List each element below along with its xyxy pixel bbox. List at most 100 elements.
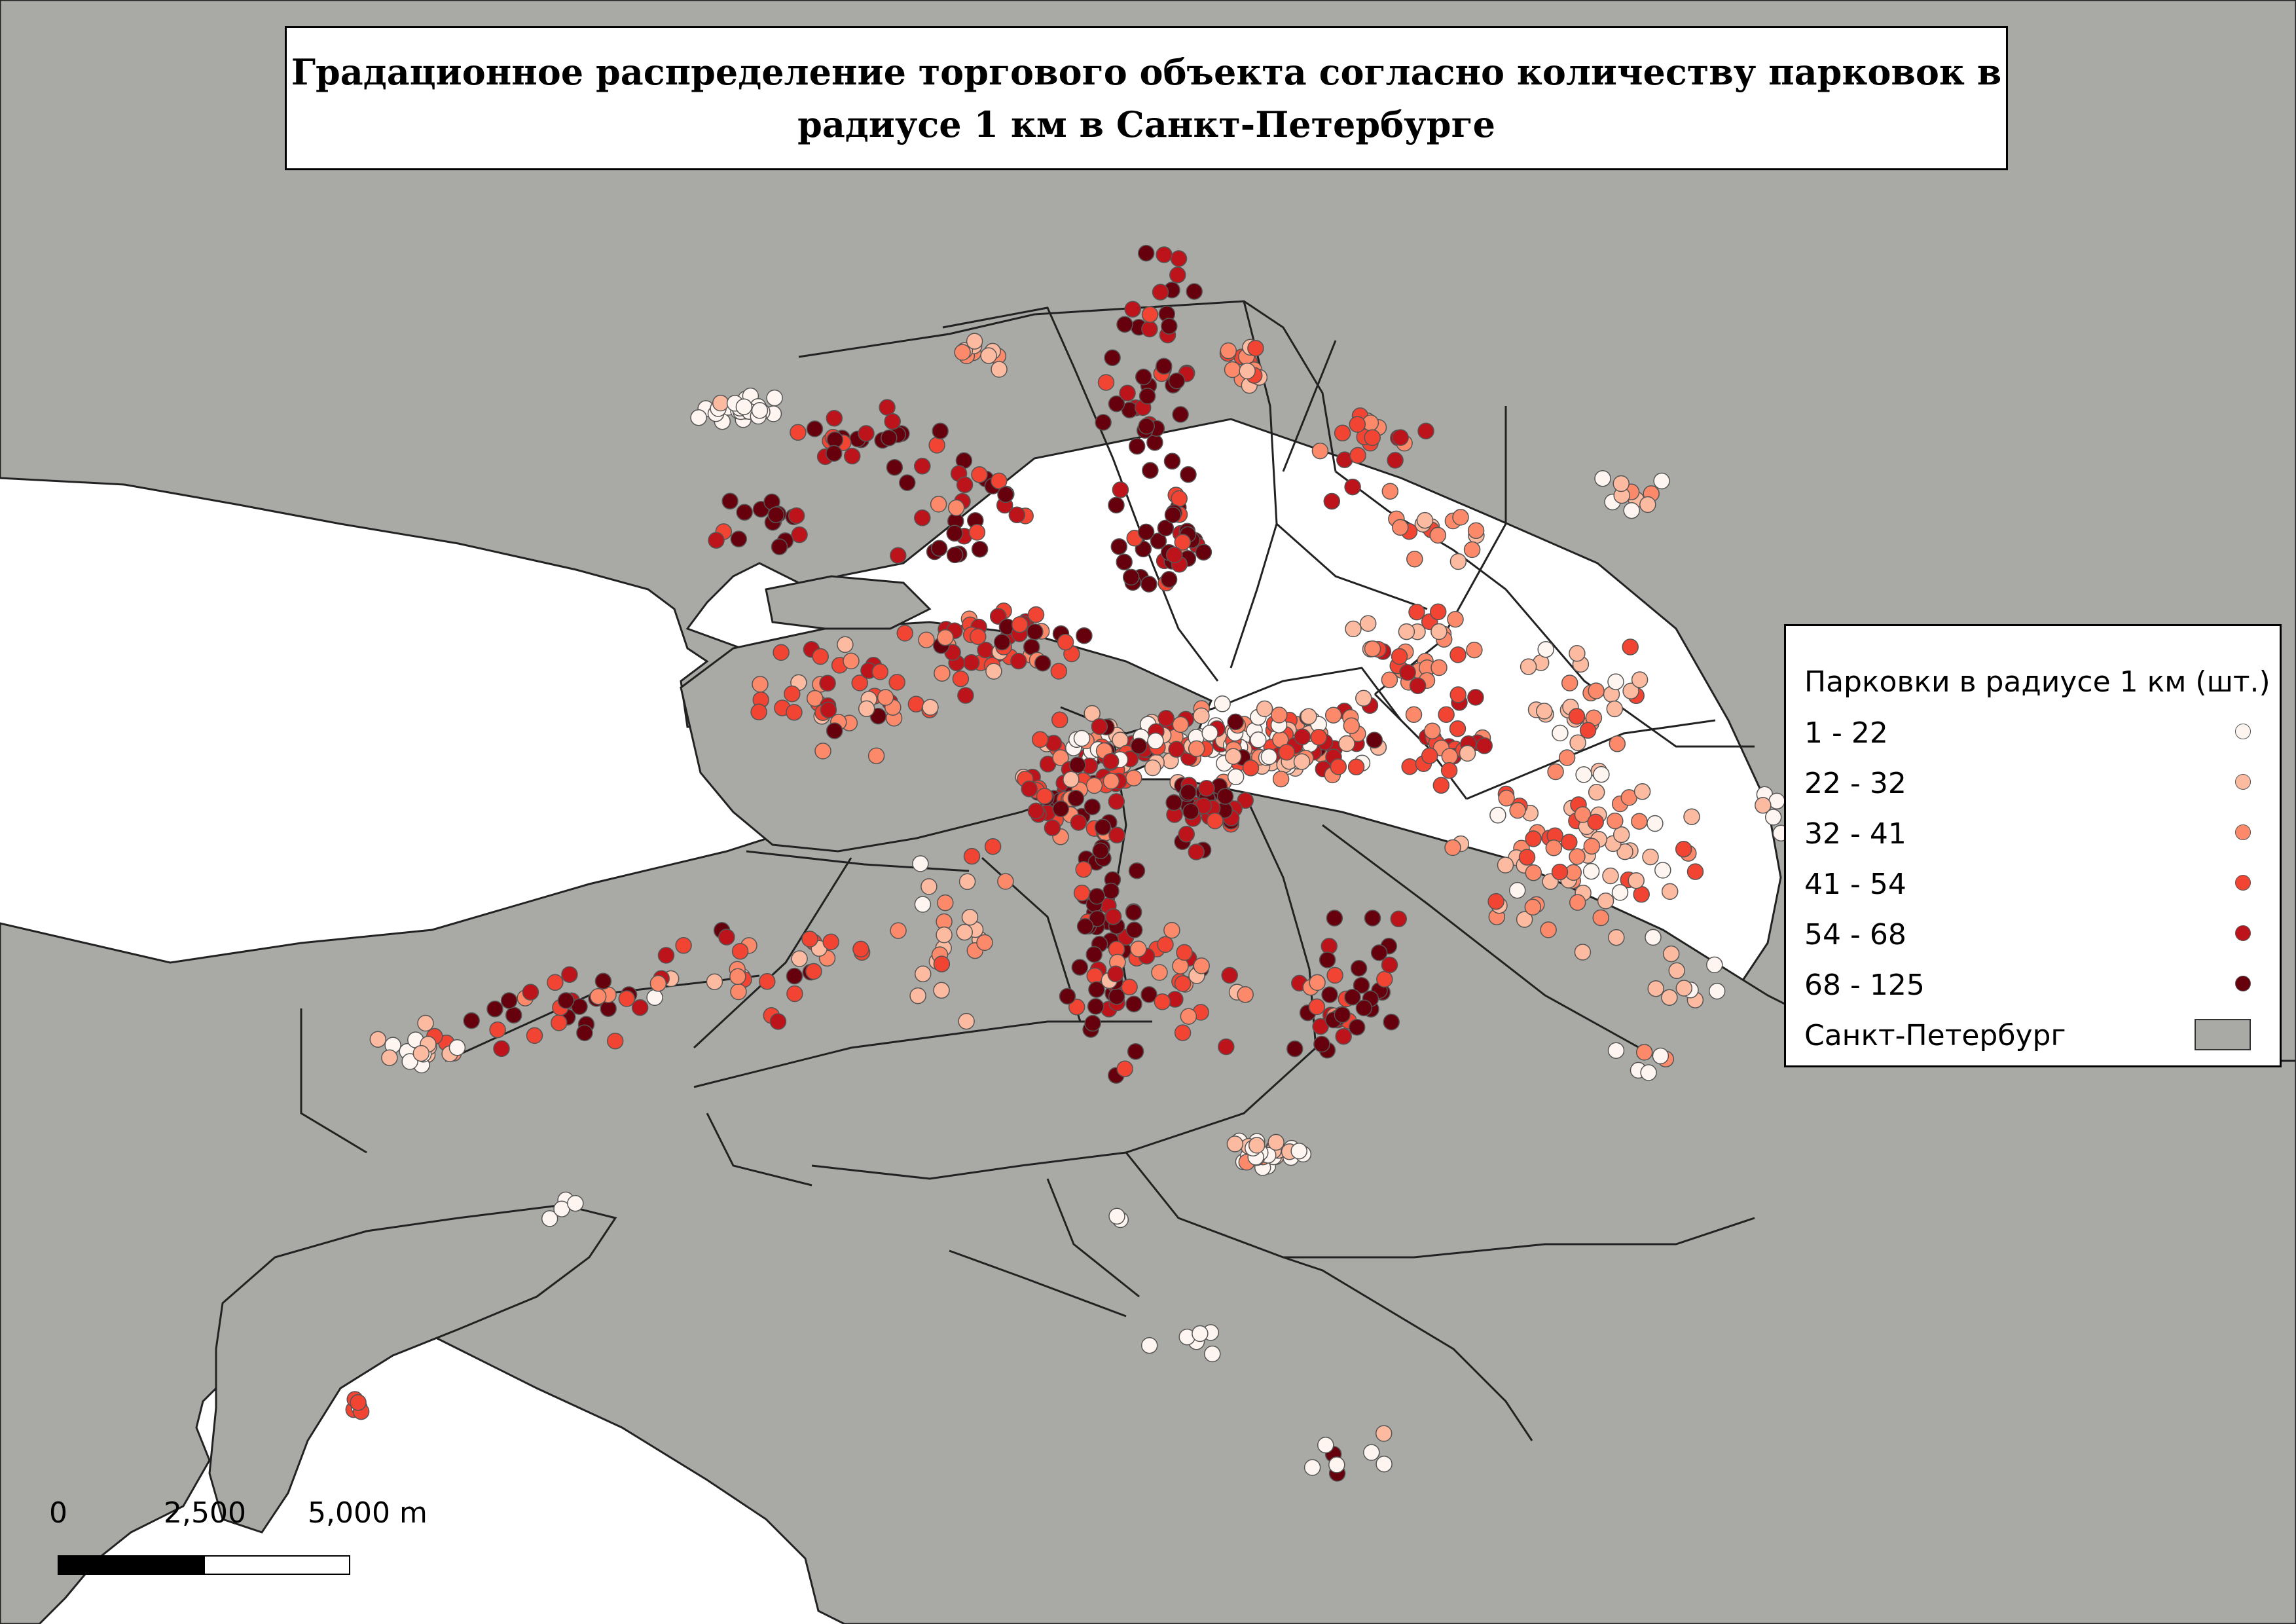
shop-point (412, 1044, 430, 1062)
shop-point (1459, 745, 1476, 762)
shop-point (914, 458, 931, 475)
shop-point (958, 1012, 975, 1030)
shop-point (1463, 541, 1481, 559)
shop-point (1021, 781, 1038, 798)
shop-point (1613, 826, 1630, 843)
shop-point (1089, 910, 1106, 927)
shop-point (1487, 893, 1504, 910)
shop-point (867, 747, 885, 764)
shop-point (1609, 735, 1626, 752)
shop-point (1227, 768, 1245, 786)
legend-row-class-1: 1 - 22 (1804, 711, 2263, 750)
shop-point (933, 982, 950, 999)
shop-point (806, 690, 824, 707)
shop-point (1392, 519, 1409, 536)
shop-point (932, 422, 949, 439)
shop-point (1140, 986, 1157, 1003)
shop-point (1214, 695, 1231, 712)
shop-point (1440, 762, 1458, 779)
shop-point (767, 506, 785, 523)
shop-point (930, 540, 948, 557)
shop-point (1108, 395, 1125, 413)
shop-point (735, 398, 753, 415)
shop-point (1256, 700, 1273, 718)
shop-point (561, 966, 578, 983)
shop-point (1568, 708, 1586, 725)
shop-point (1171, 490, 1188, 507)
shop-point (1391, 648, 1408, 665)
shop-point (729, 968, 746, 986)
shop-point (1294, 728, 1311, 745)
shop-point (1574, 944, 1592, 961)
scale-label-0: 0 (49, 1496, 67, 1530)
shop-point (879, 399, 896, 416)
shop-point (1551, 863, 1569, 881)
shop-point (1616, 843, 1633, 860)
shop-point (1108, 1208, 1125, 1225)
shop-point (1052, 749, 1069, 766)
shop-point (557, 992, 575, 1009)
shop-point (1165, 794, 1182, 811)
shop-point (1180, 1008, 1197, 1025)
shop-point (1592, 909, 1609, 927)
shop-point (489, 1021, 506, 1039)
shop-point (1057, 633, 1074, 651)
shop-point (820, 701, 837, 718)
legend-label: Санкт-Петербург (1804, 1019, 2066, 1052)
shop-point (1376, 970, 1393, 988)
shop-point (1063, 771, 1080, 788)
shop-point (1067, 790, 1085, 807)
shop-point (991, 472, 1008, 490)
shop-point (954, 344, 971, 361)
shop-point (993, 633, 1011, 651)
shop-point (1011, 616, 1029, 633)
shop-point (618, 990, 636, 1007)
shop-point (1344, 988, 1361, 1006)
shop-point (1102, 882, 1120, 900)
shop-point (1405, 706, 1423, 723)
shop-point (1293, 753, 1311, 770)
shop-point (500, 992, 518, 1009)
shop-point (1168, 741, 1185, 758)
shop-point (1172, 406, 1189, 423)
shop-point (928, 437, 945, 454)
shop-point (751, 402, 769, 419)
shop-point (752, 676, 769, 693)
shop-point (1150, 532, 1167, 549)
shop-point (1668, 962, 1685, 980)
shop-point (920, 878, 938, 895)
shop-point (1429, 526, 1447, 544)
shop-point (766, 389, 783, 407)
shop-point (1509, 802, 1526, 819)
shop-point (786, 704, 803, 721)
shop-point (1335, 1027, 1352, 1045)
shop-point (1631, 813, 1648, 830)
legend-label: 22 - 32 (1804, 767, 1906, 800)
shop-point (886, 458, 903, 476)
shop-point (567, 1194, 584, 1212)
shop-point (486, 1001, 503, 1018)
shop-point (1125, 995, 1142, 1012)
shop-point (1237, 986, 1254, 1003)
shop-point (822, 933, 839, 951)
shop-point (909, 987, 926, 1005)
shop-point (1525, 830, 1542, 847)
shop-point (1326, 967, 1343, 984)
shop-point (1180, 784, 1197, 801)
shop-point (788, 507, 805, 525)
shop-point (1633, 783, 1651, 800)
shop-point (871, 663, 889, 680)
scale-segment-black (58, 1555, 205, 1575)
shop-point (1108, 988, 1125, 1005)
shop-point (769, 1013, 787, 1030)
shop-point (1097, 374, 1115, 391)
shop-point (1613, 475, 1630, 492)
shop-point (1157, 710, 1175, 727)
shop-point (1140, 576, 1157, 593)
shop-point (1125, 904, 1142, 921)
shop-point (1125, 921, 1143, 938)
shop-point (958, 873, 976, 891)
shop-point (730, 530, 748, 547)
shop-point (1088, 981, 1105, 998)
shop-point (826, 409, 843, 427)
